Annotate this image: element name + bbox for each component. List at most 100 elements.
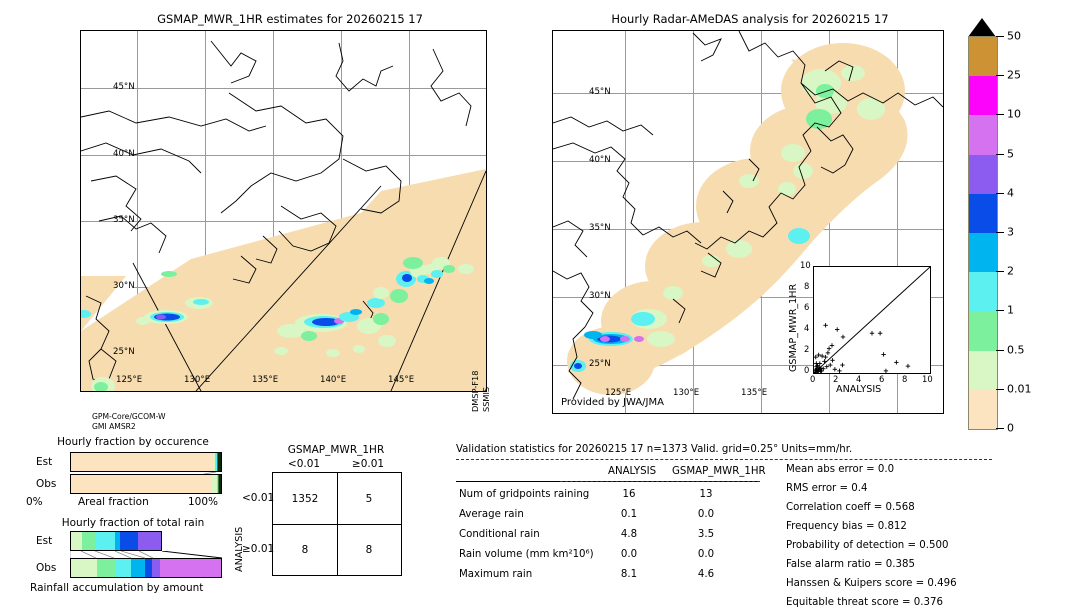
precipitation-field xyxy=(81,257,474,391)
scatter-xtick-0: 0 xyxy=(810,374,816,384)
scatter-point-30 xyxy=(877,331,883,336)
right-lon-label-130e: 130°E xyxy=(673,388,700,398)
scatter-point-20 xyxy=(830,358,835,363)
left-lon-label-125e: 125°E xyxy=(116,375,143,385)
scatter-point-37 xyxy=(814,364,819,369)
validation-score-2: Correlation coeff = 0.568 xyxy=(786,502,915,513)
scatter-xtick-8: 8 xyxy=(902,374,908,384)
colorbar-label-3: 3 xyxy=(1007,225,1014,239)
occurrence-bar-est xyxy=(70,452,222,472)
left-sensor-caption: GPM-Core/GCOM-W GMI AMSR2 xyxy=(92,412,166,432)
occurrence-row-label-est: Est xyxy=(36,456,53,468)
bar-segment-1 xyxy=(214,453,215,471)
left-lon-label-135e: 135°E xyxy=(252,375,279,385)
amount-bar-est xyxy=(70,531,162,551)
left-lat-label-30n: 30°N xyxy=(113,281,135,291)
bar-segment-3 xyxy=(131,559,145,577)
left-lat-label-45n: 45°N xyxy=(113,82,135,92)
scatter-point-12 xyxy=(814,354,818,360)
bar-segment-5 xyxy=(152,559,160,577)
colorbar-band-7 xyxy=(969,311,997,351)
validation-score-6: Hanssen & Kuipers score = 0.496 xyxy=(786,578,957,589)
validation-row-analysis-4: 8.1 xyxy=(620,569,638,580)
left-lat-label-40n: 40°N xyxy=(113,149,135,159)
left-lon-label-145e: 145°E xyxy=(388,375,415,385)
scatter-ytick-10: 10 xyxy=(800,260,811,270)
validation-row-analysis-3: 0.0 xyxy=(620,549,638,560)
bar-segment-0 xyxy=(71,453,215,471)
validation-row-gsmap-0: 13 xyxy=(699,489,713,500)
scatter-point-25 xyxy=(840,334,846,340)
scatter-point-15 xyxy=(822,359,827,364)
bar-segment-0 xyxy=(71,532,82,550)
bar-segment-5 xyxy=(137,532,161,550)
radar-amedas-map: 45°N 40°N 35°N 30°N 25°N 125°E 130°E 135… xyxy=(552,30,944,414)
right-lon-label-125e: 125°E xyxy=(605,388,632,398)
amount-chart-title: Hourly fraction of total rain xyxy=(61,517,205,529)
validation-row-name-2: Conditional rain xyxy=(459,529,540,540)
left-lon-label-130e: 130°E xyxy=(184,375,211,385)
colorbar-label-4: 4 xyxy=(1007,186,1014,200)
scatter-ytick-2: 2 xyxy=(804,344,810,354)
occurrence-xaxis-label: Areal fraction xyxy=(78,496,149,508)
bar-segment-1 xyxy=(96,559,115,577)
amount-row-label-obs: Obs xyxy=(36,562,57,574)
colorbar-tick-2 xyxy=(996,114,1004,116)
amount-connectors xyxy=(70,551,223,559)
colorbar-band-9 xyxy=(969,389,997,429)
validation-row-gsmap-4: 4.6 xyxy=(697,569,715,580)
right-panel-title: Hourly Radar-AMeDAS analysis for 2026021… xyxy=(611,12,889,26)
scatter-point-26 xyxy=(840,362,845,368)
colorbar-label-50: 50 xyxy=(1007,29,1021,43)
bar-segment-6 xyxy=(159,559,221,577)
right-lat-label-25n: 25°N xyxy=(589,359,611,369)
scatter-xtick-10: 10 xyxy=(922,374,933,384)
contingency-col-header-ge: ≥0.01 xyxy=(351,458,385,470)
colorbar-band-0 xyxy=(969,37,997,77)
colorbar xyxy=(968,36,998,430)
left-lat-label-25n: 25°N xyxy=(113,347,135,357)
contingency-table: 1352 5 8 8 xyxy=(272,472,402,576)
validation-score-0: Mean abs error = 0.0 xyxy=(786,464,895,475)
validation-col-header-gsmap: GSMAP_MWR_1HR xyxy=(672,466,766,477)
occurrence-connector xyxy=(203,472,217,474)
bar-segment-1 xyxy=(210,475,217,493)
bar-segment-3 xyxy=(215,453,217,471)
colorbar-tick-5 xyxy=(996,232,1004,233)
bar-segment-4 xyxy=(144,559,152,577)
scatter-xtick-4: 4 xyxy=(856,374,862,384)
sensor-label-line1: GPM-Core/GCOM-W xyxy=(92,412,166,421)
scatter-point-34 xyxy=(883,368,889,373)
colorbar-band-4 xyxy=(969,193,997,233)
colorbar-label-10: 10 xyxy=(1007,107,1021,121)
colorbar-tick-10 xyxy=(996,428,1004,429)
scatter-points xyxy=(814,267,930,373)
validation-row-name-4: Maximum rain xyxy=(459,569,533,580)
contingency-col-group-title: GSMAP_MWR_1HR xyxy=(287,444,385,456)
colorbar-label-2: 2 xyxy=(1007,264,1014,278)
colorbar-over-arrow xyxy=(968,18,996,37)
right-lat-label-30n: 30°N xyxy=(589,291,611,301)
colorbar-tick-8 xyxy=(996,349,1004,351)
colorbar-label-0: 0 xyxy=(1007,421,1014,435)
colorbar-label-5: 5 xyxy=(1007,147,1014,161)
scatter-point-16 xyxy=(823,354,828,360)
amount-xaxis-label: Rainfall accumulation by amount xyxy=(30,582,204,594)
right-lon-label-135e: 135°E xyxy=(741,388,768,398)
bar-segment-0 xyxy=(71,559,97,577)
colorbar-tick-9 xyxy=(996,388,1004,390)
colorbar-tick-3 xyxy=(996,153,1004,155)
occurrence-bar-obs xyxy=(70,474,222,494)
colorbar-label-1: 1 xyxy=(1007,303,1014,317)
colorbar-tick-4 xyxy=(996,192,1004,194)
colorbar-tick-0 xyxy=(996,36,1004,37)
left-lat-label-35n: 35°N xyxy=(113,215,135,225)
bar-segment-5 xyxy=(218,453,221,471)
bar-segment-3 xyxy=(115,532,121,550)
validation-divider-top xyxy=(456,459,992,460)
validation-row-gsmap-2: 3.5 xyxy=(697,529,715,540)
validation-score-1: RMS error = 0.4 xyxy=(786,483,868,494)
contingency-cell-10: 8 xyxy=(301,543,309,556)
validation-score-4: Probability of detection = 0.500 xyxy=(786,540,949,551)
scatter-point-22 xyxy=(829,343,835,348)
